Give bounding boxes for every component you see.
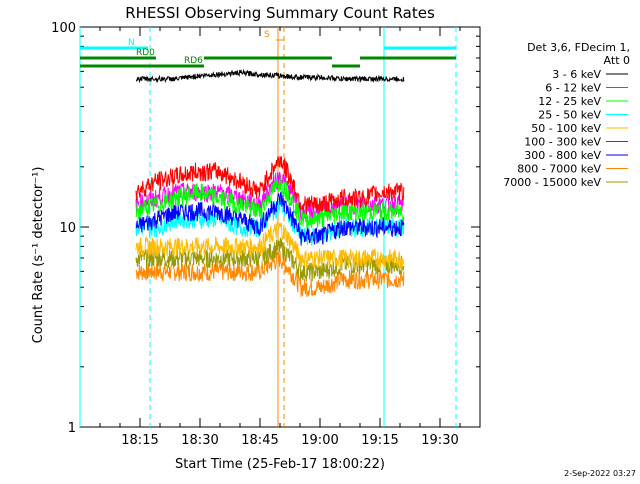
x-axis-label: Start Time (25-Feb-17 18:00:22) [175,457,385,472]
legend-label: 100 - 300 keV [524,136,601,149]
legend-label: 50 - 100 keV [531,122,601,135]
legend-header-line: Att 0 [604,54,630,67]
flag-label: RD6 [184,56,203,66]
y-tick-label: 10 [59,221,76,236]
series-line [135,175,405,229]
legend-label: 3 - 6 keV [552,68,601,81]
legend-label: 7000 - 15000 keV [503,176,601,189]
x-tick-label: 18:30 [181,433,218,448]
legend-label: 6 - 12 keV [545,82,601,95]
legend-header-line: Det 3,6, FDecim 1, [527,41,630,54]
legend-label: 12 - 25 keV [538,95,601,108]
flag-label: S [264,30,270,40]
series-line [135,221,405,269]
chart-title: RHESSI Observing Summary Count Rates [125,4,435,22]
series-line [135,171,405,222]
x-tick-label: 18:15 [121,433,158,448]
legend-label: 300 - 800 keV [524,149,601,162]
series-line [135,190,405,246]
y-axis-label: Count Rate (s⁻¹ detector⁻¹) [31,167,46,344]
legend-label: 25 - 50 keV [538,109,601,122]
x-tick-label: 19:30 [421,433,458,448]
flag-label: RD0 [136,48,155,58]
x-tick-label: 18:45 [241,433,278,448]
series-line [135,155,405,215]
series-line [135,68,405,84]
x-tick-label: 19:15 [361,433,398,448]
y-tick-label: 100 [51,21,76,36]
y-tick-label: 1 [68,421,76,436]
footer-date: 2-Sep-2022 03:27 [564,469,636,478]
legend-label: 800 - 7000 keV [517,163,601,176]
x-tick-label: 19:00 [301,433,338,448]
flag-label: N [128,38,135,48]
